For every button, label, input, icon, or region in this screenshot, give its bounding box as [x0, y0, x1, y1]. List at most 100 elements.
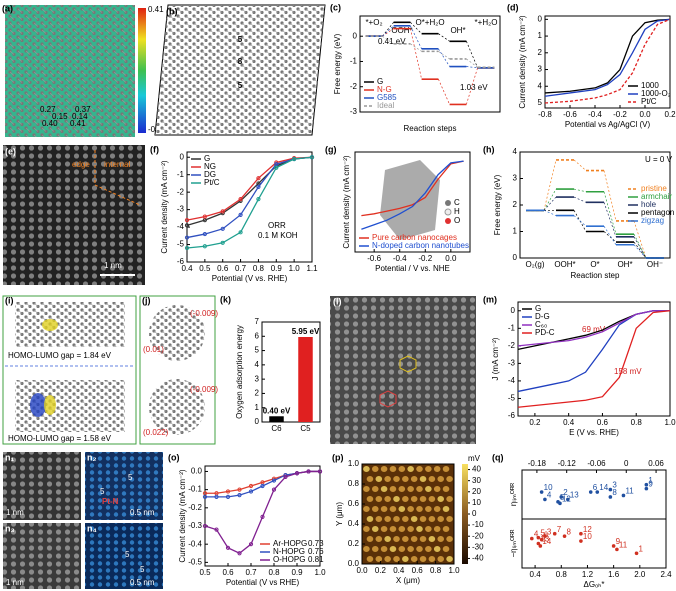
point	[539, 537, 544, 542]
atom-label: 0.15	[52, 112, 68, 121]
y-tick-label: -4	[508, 376, 516, 385]
afm-grain	[398, 526, 406, 532]
step-connector	[633, 244, 647, 259]
x-tick-label: 0.2	[529, 418, 541, 427]
afm-grain	[425, 466, 432, 472]
annotation: 0.1 M KOH	[258, 231, 298, 240]
x-tick-label: -0.4	[393, 254, 407, 263]
legend-label: zigzag	[641, 216, 664, 225]
point	[530, 536, 534, 541]
afm-grain	[410, 496, 418, 502]
panel-label: (i)	[5, 295, 14, 305]
plot-frame	[359, 15, 501, 113]
y-axis-title: Current density (mA cm⁻²)	[178, 469, 187, 562]
step-connector	[410, 25, 422, 49]
afm-grain	[442, 486, 450, 492]
point-label: 14	[599, 483, 608, 492]
marker	[225, 494, 231, 500]
afm-grain	[425, 506, 432, 512]
afm-grain	[363, 526, 370, 532]
site-label: Pt-N	[102, 497, 119, 506]
x-tick-label: OOH*	[554, 260, 575, 269]
legend-label: O-HOPG	[273, 555, 305, 564]
y-tick-label: -0.2	[188, 503, 202, 512]
x-tick-label: 0.6	[222, 568, 234, 577]
afm-grain	[393, 516, 400, 522]
marker	[306, 469, 311, 474]
afm-grain	[375, 536, 383, 542]
y-tick-label: -0.5	[188, 557, 202, 566]
species-dot	[445, 200, 451, 206]
x-axis-title: E (V vs. RHE)	[569, 428, 619, 437]
legend-label: pentagon	[641, 208, 674, 217]
afm-grain	[398, 546, 406, 552]
step-connector	[573, 215, 587, 227]
x2-tick-label: 0.06	[648, 459, 664, 468]
marker	[202, 214, 207, 219]
panel-label: (m)	[483, 294, 497, 304]
bar	[298, 337, 313, 422]
x-tick-label: -0.4	[588, 110, 602, 119]
plot-frame	[354, 151, 471, 253]
afm-grain	[416, 546, 423, 552]
legend-value: 0.73	[308, 539, 324, 548]
point	[543, 497, 547, 502]
category-label: OH*	[450, 26, 465, 35]
point	[595, 490, 600, 494]
y-tick-label: 0	[511, 306, 516, 315]
legend-label: PD-C	[535, 328, 555, 337]
marker	[220, 209, 225, 214]
step-connector	[543, 188, 557, 211]
legend-label: G585	[377, 93, 397, 102]
afm-grain	[437, 496, 445, 502]
afm-grain	[437, 556, 445, 562]
x-axis-title: ΔGₒₕ*	[584, 580, 605, 589]
afm-grain	[366, 556, 374, 562]
point-label: 9	[616, 537, 621, 546]
afm-grain	[380, 506, 388, 512]
atom-label: 0.27	[40, 105, 56, 114]
step-connector	[466, 58, 478, 68]
orbital	[44, 395, 56, 415]
y-tick-label: 4	[513, 147, 518, 156]
afm-grain	[389, 506, 397, 512]
afm-grain	[407, 486, 414, 492]
point-label: 11	[619, 540, 628, 549]
marker	[317, 469, 323, 474]
afm-grain	[371, 526, 379, 532]
lattice	[3, 452, 81, 520]
legend-label: G	[377, 77, 383, 86]
y-tick-label: 7	[255, 317, 260, 326]
afm-grain	[437, 516, 445, 522]
panel-label: (k)	[220, 294, 231, 304]
marker	[220, 226, 225, 231]
lattice	[5, 5, 135, 137]
afm-grain	[410, 536, 418, 542]
marker	[214, 494, 219, 500]
point-label: 3	[547, 527, 552, 536]
series-line	[186, 156, 313, 221]
point	[608, 495, 613, 499]
value-label: 0.40 eV	[263, 406, 291, 415]
x2-tick-label: -0.12	[558, 459, 577, 468]
afm-grain	[433, 466, 441, 472]
x-tick-label: O*	[590, 260, 599, 269]
point	[608, 487, 613, 492]
afm-grain	[363, 466, 370, 472]
x-tick-label: 1.0	[289, 264, 301, 273]
point	[588, 490, 593, 494]
annotation: 158 mV	[614, 367, 642, 376]
colorbar-max: 0.41	[148, 5, 164, 14]
afm-grain	[380, 486, 388, 492]
x-tick-label: 0.4	[530, 570, 542, 579]
x-tick-label: 0.8	[430, 566, 442, 575]
point	[579, 539, 583, 543]
afm-grain	[380, 546, 388, 552]
panel-label: (p)	[332, 452, 344, 462]
x-tick-label: 1.0	[314, 568, 326, 577]
scale-text: 0.5 nm	[130, 508, 155, 517]
step-connector	[410, 28, 422, 80]
edge-text: edge	[72, 160, 90, 169]
afm-grain	[442, 546, 450, 552]
scale-text: 1 nm	[6, 578, 24, 587]
